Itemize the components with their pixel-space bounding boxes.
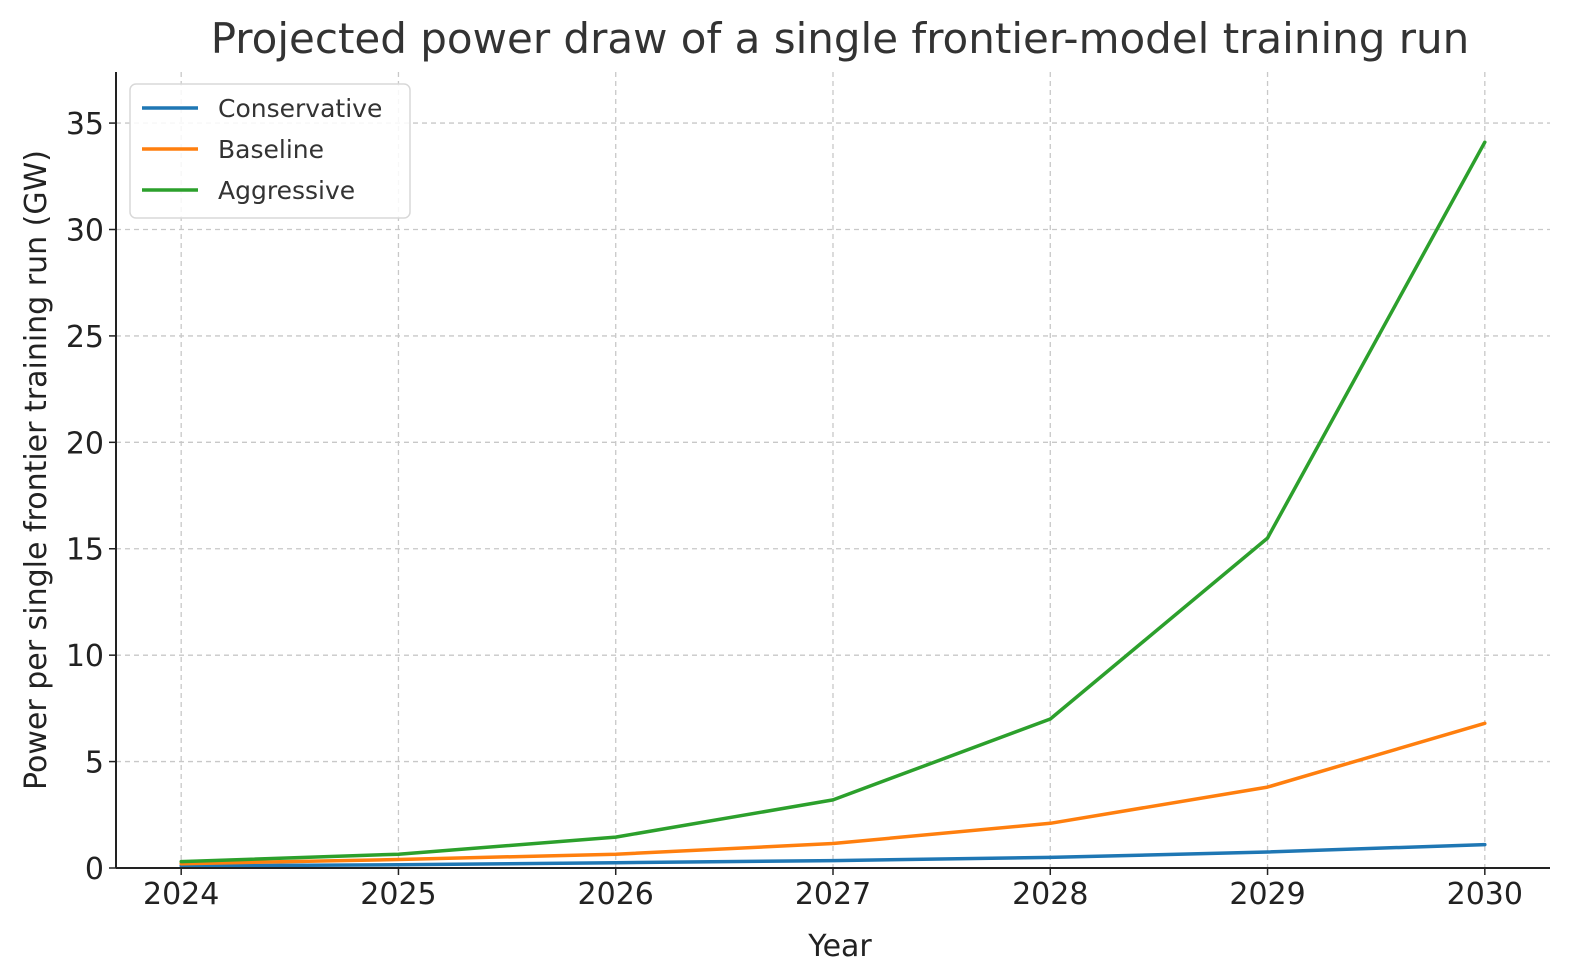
axes	[109, 72, 1550, 875]
series-line-conservative	[179, 842, 1487, 868]
y-tick-label: 30	[66, 213, 104, 248]
y-tick-label: 20	[66, 426, 104, 461]
y-tick-label: 15	[66, 533, 104, 568]
x-axis-label: Year	[807, 929, 872, 964]
x-tick-label: 2025	[360, 877, 436, 912]
y-tick-label: 35	[66, 107, 104, 142]
x-tick-label: 2029	[1229, 877, 1305, 912]
series-lines	[179, 140, 1487, 868]
y-tick-label: 0	[85, 852, 104, 887]
legend-box	[129, 83, 411, 219]
x-tick-label: 2027	[795, 877, 871, 912]
y-tick-label: 5	[85, 746, 104, 781]
x-tick-label: 2024	[143, 877, 219, 912]
series-line-aggressive	[179, 140, 1487, 864]
y-axis-label: Power per single frontier training run (…	[19, 150, 54, 790]
x-tick-label: 2026	[578, 877, 654, 912]
x-tick-label: 2030	[1447, 877, 1523, 912]
x-tick-label: 2028	[1012, 877, 1088, 912]
legend: Conservative Baseline Aggressive	[129, 83, 411, 219]
y-tick-label: 25	[66, 320, 104, 355]
tick-labels: 2024 2025 2026 2027 2028 2029 2030051015202530…	[66, 107, 1523, 912]
legend-label-baseline: Baseline	[218, 135, 324, 164]
chart-title: Projected power draw of a single frontie…	[211, 14, 1470, 63]
y-tick-label: 10	[66, 639, 104, 674]
legend-label-aggressive: Aggressive	[218, 176, 355, 205]
series-line-baseline	[179, 721, 1487, 866]
legend-label-conservative: Conservative	[218, 94, 382, 123]
